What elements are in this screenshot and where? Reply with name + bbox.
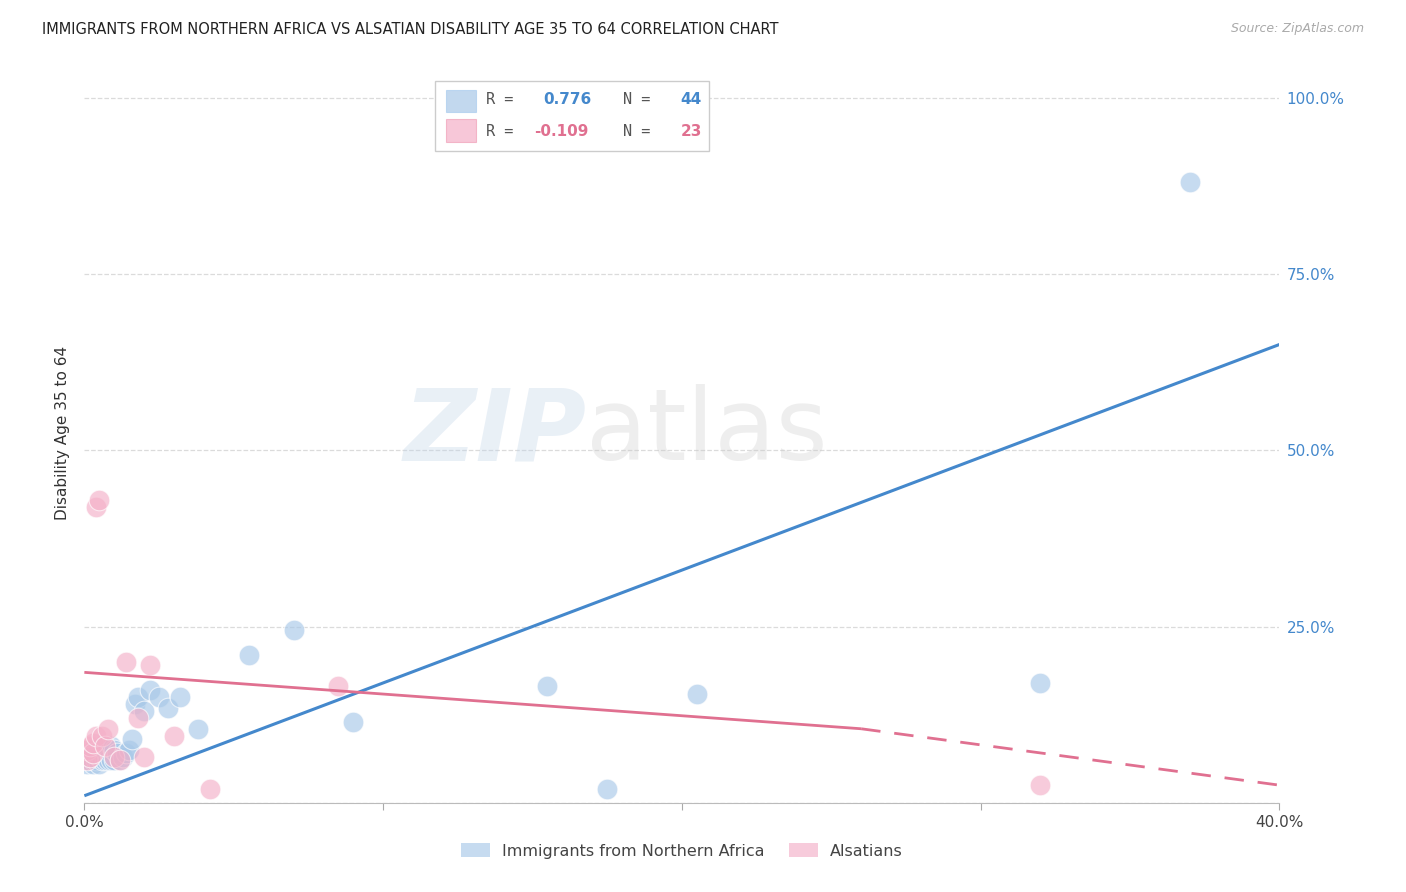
Point: [103, 750, 125, 764]
Point: [198, 781, 221, 796]
Point: [110, 754, 132, 768]
Legend: Immigrants from Northern Africa, Alsatians: Immigrants from Northern Africa, Alsatia…: [454, 837, 910, 865]
Point: [124, 697, 146, 711]
Text: ZIP: ZIP: [404, 384, 586, 481]
Bar: [447, 120, 477, 142]
Text: 23: 23: [681, 124, 702, 139]
Point: [89, 757, 111, 772]
Point: [132, 750, 156, 764]
Point: [97, 743, 120, 757]
Point: [86, 500, 108, 514]
Point: [79, 750, 101, 764]
Point: [132, 704, 156, 718]
Point: [94, 743, 117, 757]
Text: N =: N =: [623, 92, 651, 107]
Point: [148, 690, 170, 704]
Point: [103, 743, 125, 757]
Text: 0.776: 0.776: [543, 92, 592, 107]
Text: atlas: atlas: [586, 384, 828, 481]
Point: [86, 729, 108, 743]
Point: [97, 722, 120, 736]
Point: [105, 747, 128, 761]
Point: [76, 757, 98, 772]
Point: [139, 658, 162, 673]
Point: [127, 690, 149, 704]
Point: [100, 754, 122, 768]
Point: [89, 492, 111, 507]
Point: [86, 754, 108, 768]
Point: [82, 736, 104, 750]
Point: [89, 743, 111, 757]
Point: [187, 722, 209, 736]
Point: [686, 686, 709, 700]
Point: [79, 739, 101, 754]
Point: [91, 739, 114, 754]
Point: [115, 747, 138, 761]
Point: [76, 754, 98, 768]
Point: [82, 747, 104, 761]
Point: [94, 739, 117, 754]
Text: 44: 44: [681, 92, 702, 107]
Point: [82, 747, 104, 761]
Point: [100, 739, 122, 754]
Point: [79, 754, 101, 768]
Text: N =: N =: [623, 124, 651, 139]
Point: [82, 757, 104, 772]
Point: [1029, 676, 1052, 690]
Point: [283, 623, 305, 637]
Text: -0.109: -0.109: [534, 124, 588, 139]
Text: R =: R =: [486, 92, 513, 107]
Point: [342, 714, 364, 729]
Point: [97, 754, 120, 768]
Point: [110, 754, 132, 768]
Bar: [434, 81, 710, 152]
Point: [121, 732, 143, 747]
Point: [127, 711, 149, 725]
Text: Source: ZipAtlas.com: Source: ZipAtlas.com: [1230, 22, 1364, 36]
Point: [89, 750, 111, 764]
Point: [118, 743, 141, 757]
Y-axis label: Disability Age 35 to 64: Disability Age 35 to 64: [55, 345, 70, 520]
Point: [1029, 778, 1052, 792]
Point: [112, 750, 135, 764]
Point: [328, 680, 350, 694]
Text: IMMIGRANTS FROM NORTHERN AFRICA VS ALSATIAN DISABILITY AGE 35 TO 64 CORRELATION : IMMIGRANTS FROM NORTHERN AFRICA VS ALSAT…: [42, 22, 779, 37]
Point: [596, 781, 619, 796]
Point: [79, 750, 101, 764]
Point: [91, 729, 114, 743]
Point: [169, 690, 191, 704]
Point: [238, 648, 260, 662]
Point: [82, 754, 104, 768]
Bar: [447, 90, 477, 112]
Point: [94, 754, 117, 768]
Text: R =: R =: [486, 124, 513, 139]
Point: [103, 754, 125, 768]
Point: [536, 680, 558, 694]
Point: [163, 729, 186, 743]
Point: [91, 754, 114, 768]
Point: [1178, 175, 1201, 189]
Point: [157, 700, 180, 714]
Point: [76, 743, 98, 757]
Point: [139, 683, 162, 698]
Point: [86, 747, 108, 761]
Point: [115, 655, 138, 669]
